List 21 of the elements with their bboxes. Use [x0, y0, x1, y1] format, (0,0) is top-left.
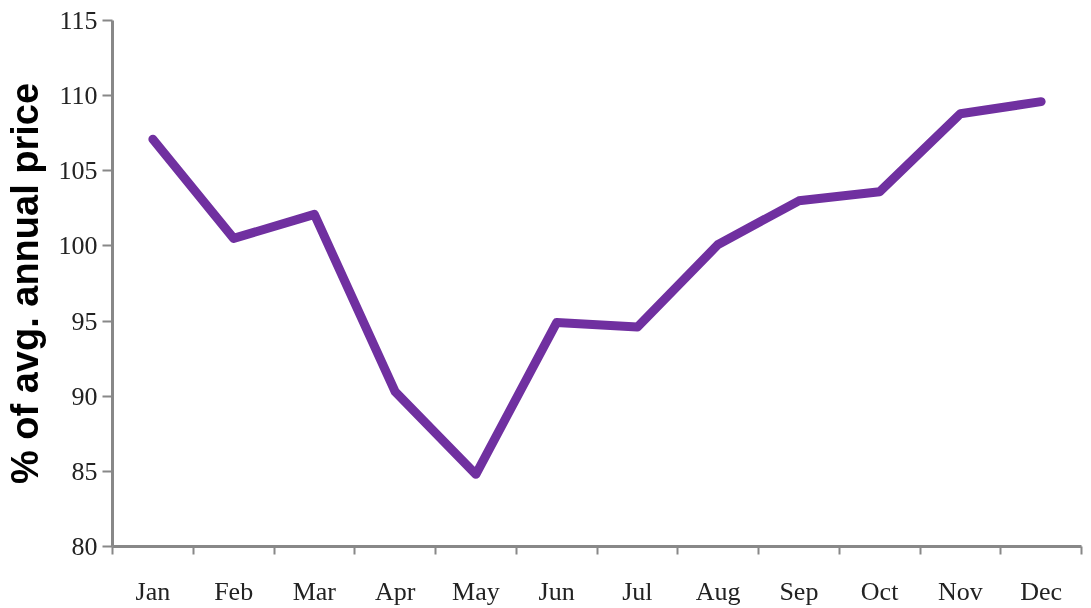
- x-tick-label: Mar: [292, 576, 337, 606]
- x-tick-label: Jun: [538, 576, 575, 606]
- x-tick-label: Nov: [937, 576, 983, 606]
- x-tick-label: Jul: [622, 576, 653, 606]
- y-tick-label: 110: [59, 81, 98, 111]
- x-tick-label: Dec: [1020, 576, 1063, 606]
- y-tick-label: 85: [71, 456, 98, 486]
- y-tick-label: 100: [58, 231, 98, 261]
- x-tick-label: Aug: [695, 576, 741, 606]
- x-tick-label: May: [452, 576, 500, 606]
- y-axis-title: % of avg. annual price: [3, 82, 46, 485]
- x-tick-label: Apr: [374, 576, 416, 606]
- x-tick-label: Oct: [860, 576, 900, 606]
- y-tick-label: 80: [71, 532, 98, 561]
- x-tick-label: Sep: [779, 576, 819, 606]
- y-tick-label: 95: [71, 306, 98, 336]
- y-tick-label: 105: [58, 156, 98, 186]
- x-tick-label: Jan: [135, 576, 171, 606]
- y-tick-label: 115: [59, 6, 98, 35]
- y-tick-label: 90: [71, 381, 98, 411]
- x-tick-label: Feb: [214, 576, 254, 606]
